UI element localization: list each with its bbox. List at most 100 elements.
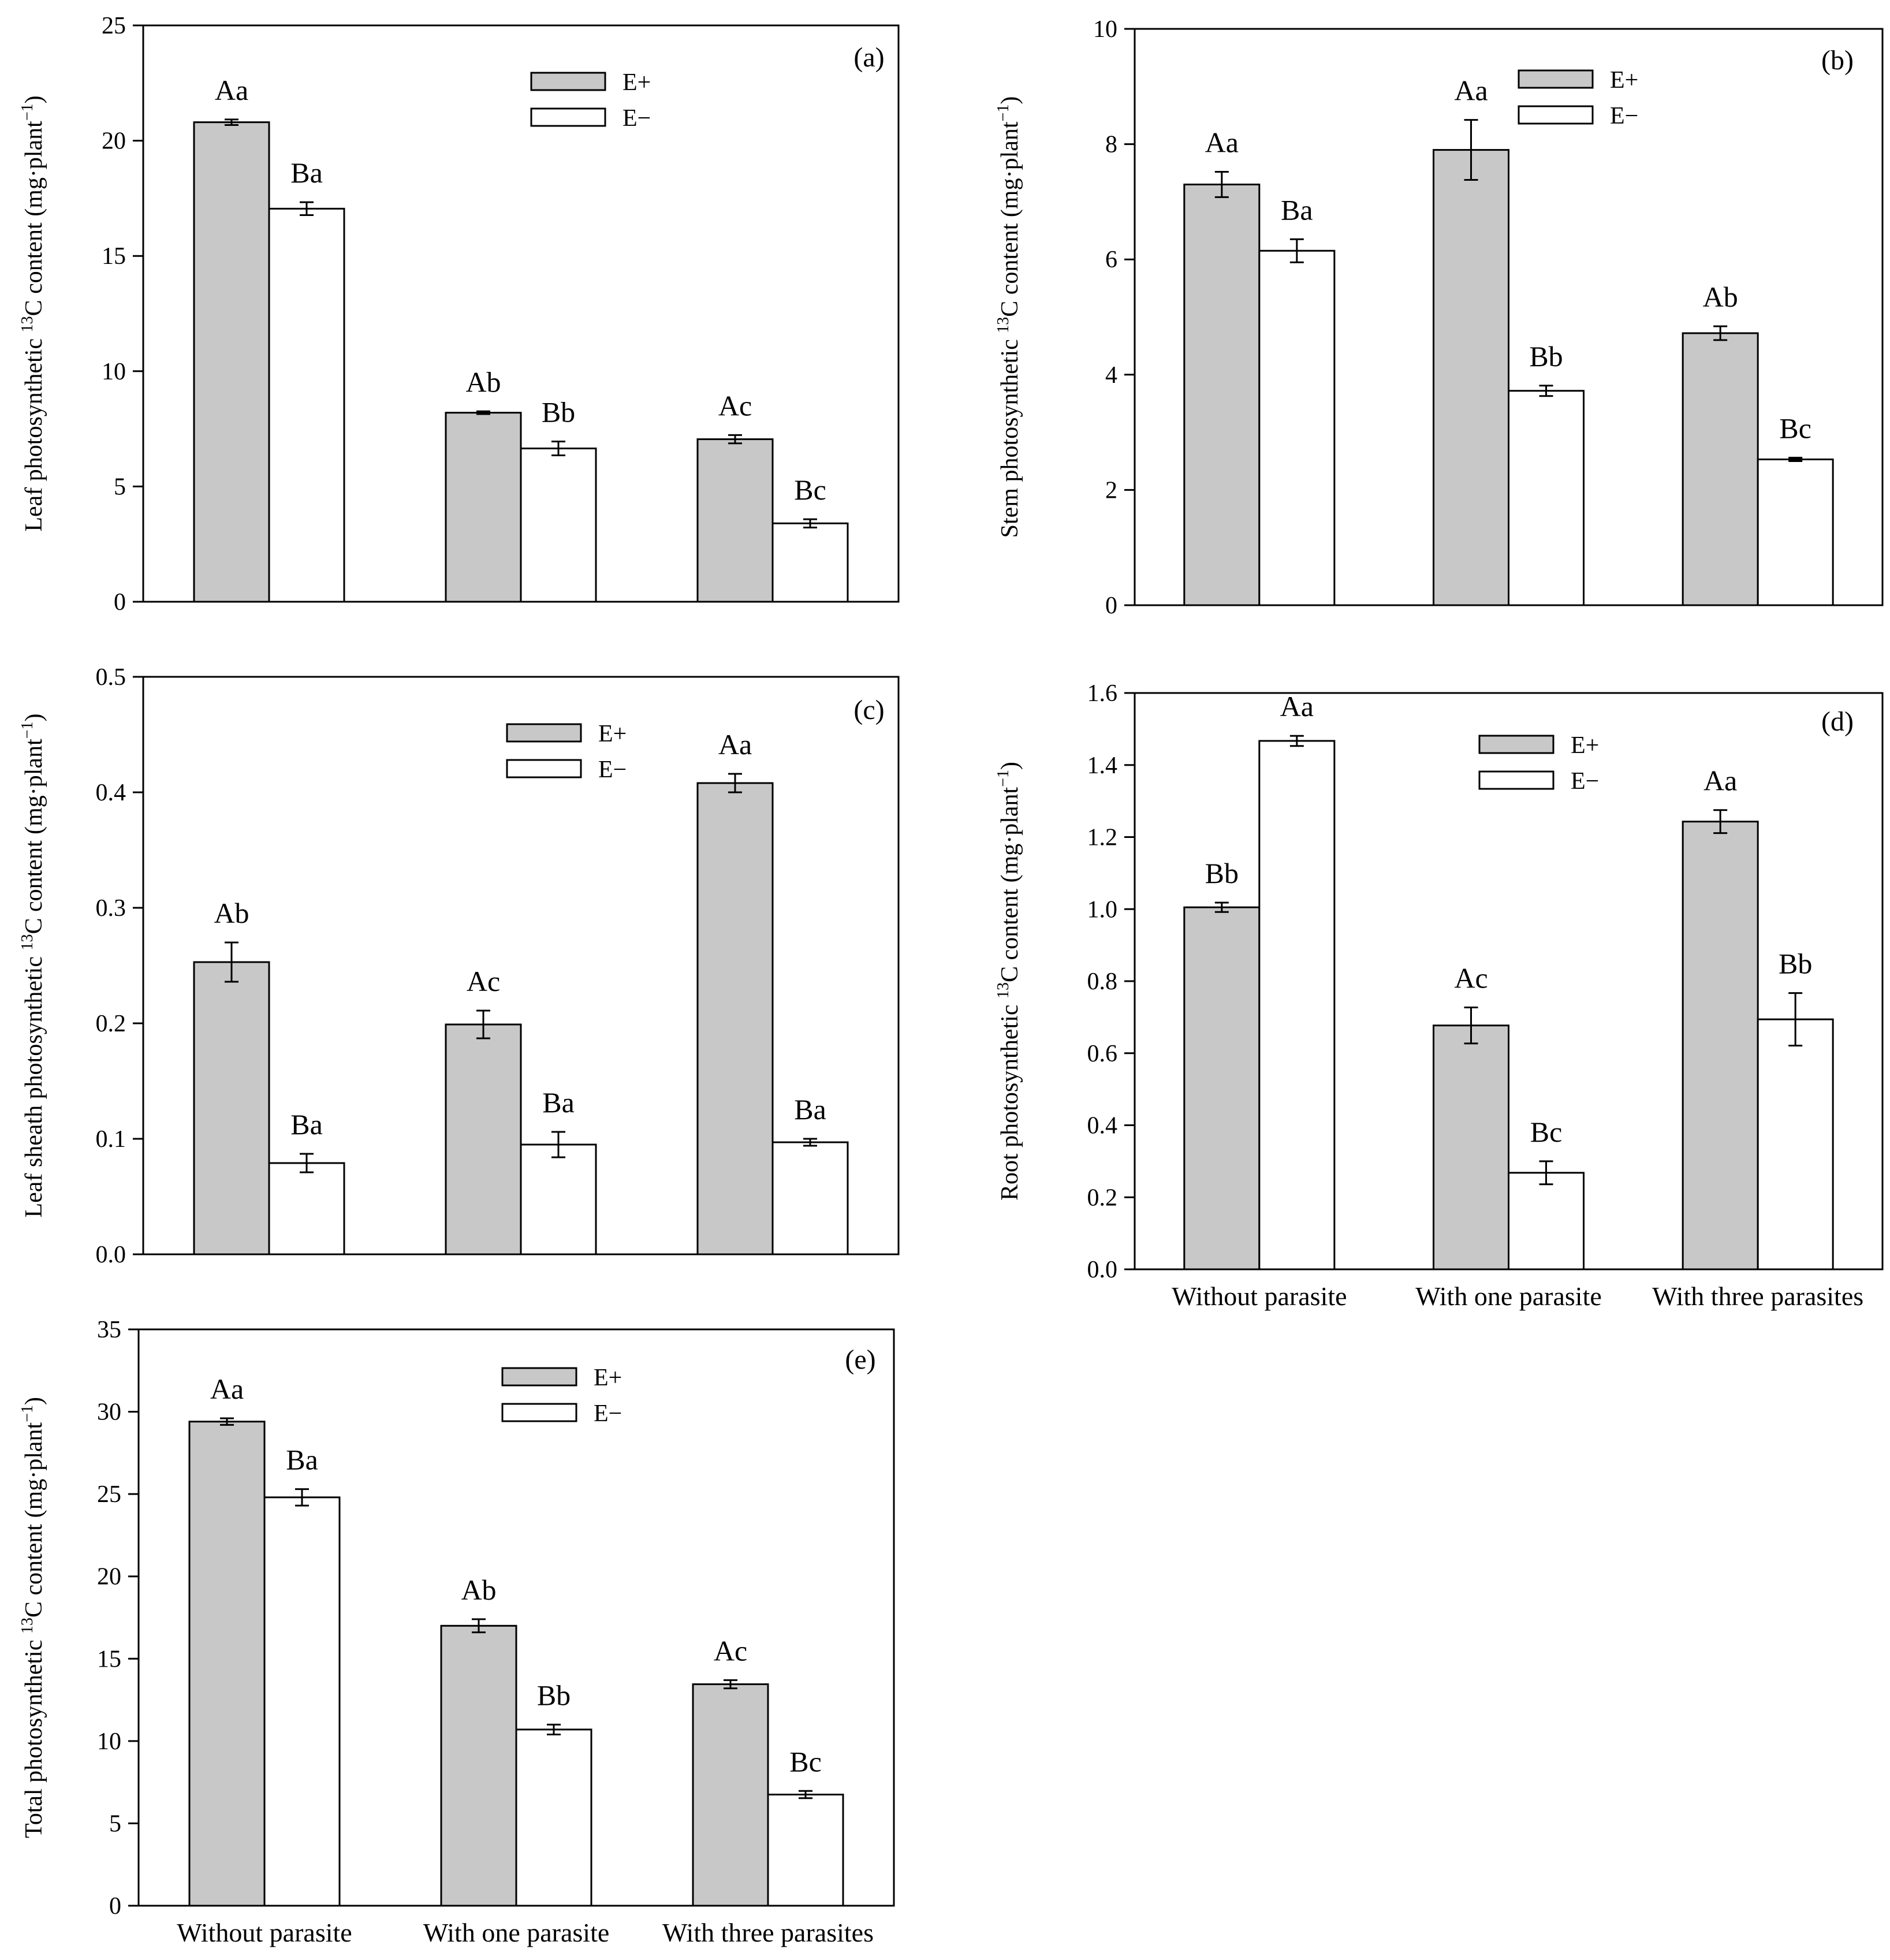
bar-e-plus [1183,906,1261,1270]
y-axis-label-part: C content (mg·plant [997,787,1023,982]
y-axis-label: Stem photosynthetic 13C content (mg·plan… [994,96,1023,538]
x-category-label: Without parasite [177,1918,352,1947]
bar-e-minus [1508,390,1585,606]
bar-e-minus [268,1162,345,1255]
y-tick-label: 8 [1105,132,1117,158]
y-tick-label: 0 [114,589,126,616]
y-tick-label: 0.5 [96,664,126,691]
significance-label: Ab [465,366,501,398]
x-category-label: With three parasites [1652,1281,1863,1311]
bar-e-minus [515,1728,592,1907]
bar-e-plus [193,121,270,603]
bar-e-plus [1433,1024,1509,1270]
y-tick-label: 10 [97,1728,121,1755]
panel-d: 0.0 0.2 0.4 0.6 0.8 1.0 1.2 1.4 1.6 Root photosyn… [994,680,1884,1311]
significance-label: Ba [794,1093,826,1126]
legend-swatch-e-plus [506,723,582,743]
bar-e-plus [188,1421,266,1907]
significance-label: Bb [1205,857,1239,889]
bar-e-minus [520,448,597,603]
y-tick-label: 1.2 [1087,825,1118,851]
legend-swatch-e-plus [501,1367,577,1387]
y-tick-label: 0.6 [1087,1041,1118,1067]
legend-label: E+ [1571,732,1599,759]
significance-label: Ac [467,965,500,997]
bar-e-minus [1757,459,1834,606]
y-tick-label: 10 [1093,16,1117,43]
significance-label: Bc [789,1745,822,1778]
significance-label: Ab [461,1574,496,1606]
significance-label: Ab [1703,281,1738,313]
y-axis-label: Leaf sheath photosynthetic 13C content (… [18,713,47,1217]
y-axis-label-part: C content (mg·plant [21,121,47,316]
y-tick-label: 5 [109,1810,121,1837]
y-tick-label: 2 [1105,477,1117,504]
y-axis-label-part: −1 [994,105,1012,122]
y-tick-label: 0.0 [1087,1257,1118,1283]
significance-label: Bb [537,1679,571,1711]
significance-label: Bb [1779,948,1812,980]
legend-swatch-e-plus [1518,69,1594,89]
panel-c: 0.0 0.1 0.2 0.3 0.4 0.5 Leaf sheath photosynth… [18,664,900,1268]
bar-e-minus [771,522,849,603]
x-category-label: With one parasite [1415,1281,1602,1311]
y-axis-label-part: 13 [18,316,36,332]
y-axis-label-part: ) [997,762,1023,770]
y-tick-label: 0 [109,1893,121,1920]
y-tick-label: 0.2 [96,1011,126,1037]
bar-e-plus [696,782,774,1255]
significance-label: Ba [290,1108,323,1141]
y-axis-label-part: 13 [18,1618,36,1634]
legend-label: E− [594,1400,622,1427]
significance-label: Ac [714,1634,747,1667]
panel-a: 0 5 10 15 20 25 Leaf photosynthetic 13C conten… [18,13,900,616]
y-tick-label: 15 [102,243,126,270]
y-axis-label-part: C content (mg·plant [21,1422,47,1618]
bar-e-minus [263,1496,341,1907]
y-tick-label: 30 [97,1399,121,1426]
legend-label: E+ [622,69,651,96]
legend-swatch-e-minus [1478,770,1555,790]
significance-label: Ac [718,389,752,422]
y-tick-label: 0.4 [96,780,126,806]
panel-b: 0 2 4 6 8 10 Stem photosynthetic 13C content (… [994,16,1884,619]
bar-e-minus [1258,249,1336,606]
y-tick-label: 20 [102,128,126,155]
x-category-label: Without parasite [1172,1281,1347,1311]
legend-label: E− [1571,768,1599,795]
significance-label: Ba [290,156,323,189]
x-category-label: With one parasite [423,1918,610,1947]
significance-label: Aa [215,74,248,106]
legend-label: E+ [1610,67,1638,94]
bar-e-minus [771,1141,849,1255]
y-axis-label-part: −1 [18,721,36,739]
y-axis-label-part: ) [997,96,1023,105]
y-axis-label-part: Root photosynthetic [997,998,1023,1201]
y-axis-label-part: Stem photosynthetic [997,333,1023,538]
y-axis-label-part: ) [21,95,47,103]
bar-e-minus [268,207,345,603]
y-tick-label: 25 [102,13,126,39]
y-tick-label: 15 [97,1646,121,1672]
legend-label: E− [598,757,627,783]
y-tick-label: 5 [114,474,126,500]
legend-label: E+ [598,721,627,747]
legend-swatch-e-minus [530,107,606,127]
bar-e-minus [520,1143,597,1255]
y-axis-label-part: C content (mg·plant [21,739,47,934]
significance-label: Bc [1779,412,1811,445]
y-tick-label: 6 [1105,247,1117,273]
significance-label: Ba [286,1444,318,1476]
y-axis-label-part: ) [21,713,47,721]
y-axis-label-part: −1 [18,1405,36,1422]
y-tick-label: 1.0 [1087,896,1118,923]
significance-label: Ac [1454,962,1488,994]
legend-swatch-e-minus [506,759,582,778]
bar-e-minus [1258,740,1336,1270]
y-tick-label: 25 [97,1481,121,1508]
panel-label: (e) [845,1344,875,1375]
y-axis-label-part: Leaf photosynthetic [21,332,47,531]
bar-e-plus [445,412,522,603]
y-tick-label: 20 [97,1564,121,1590]
